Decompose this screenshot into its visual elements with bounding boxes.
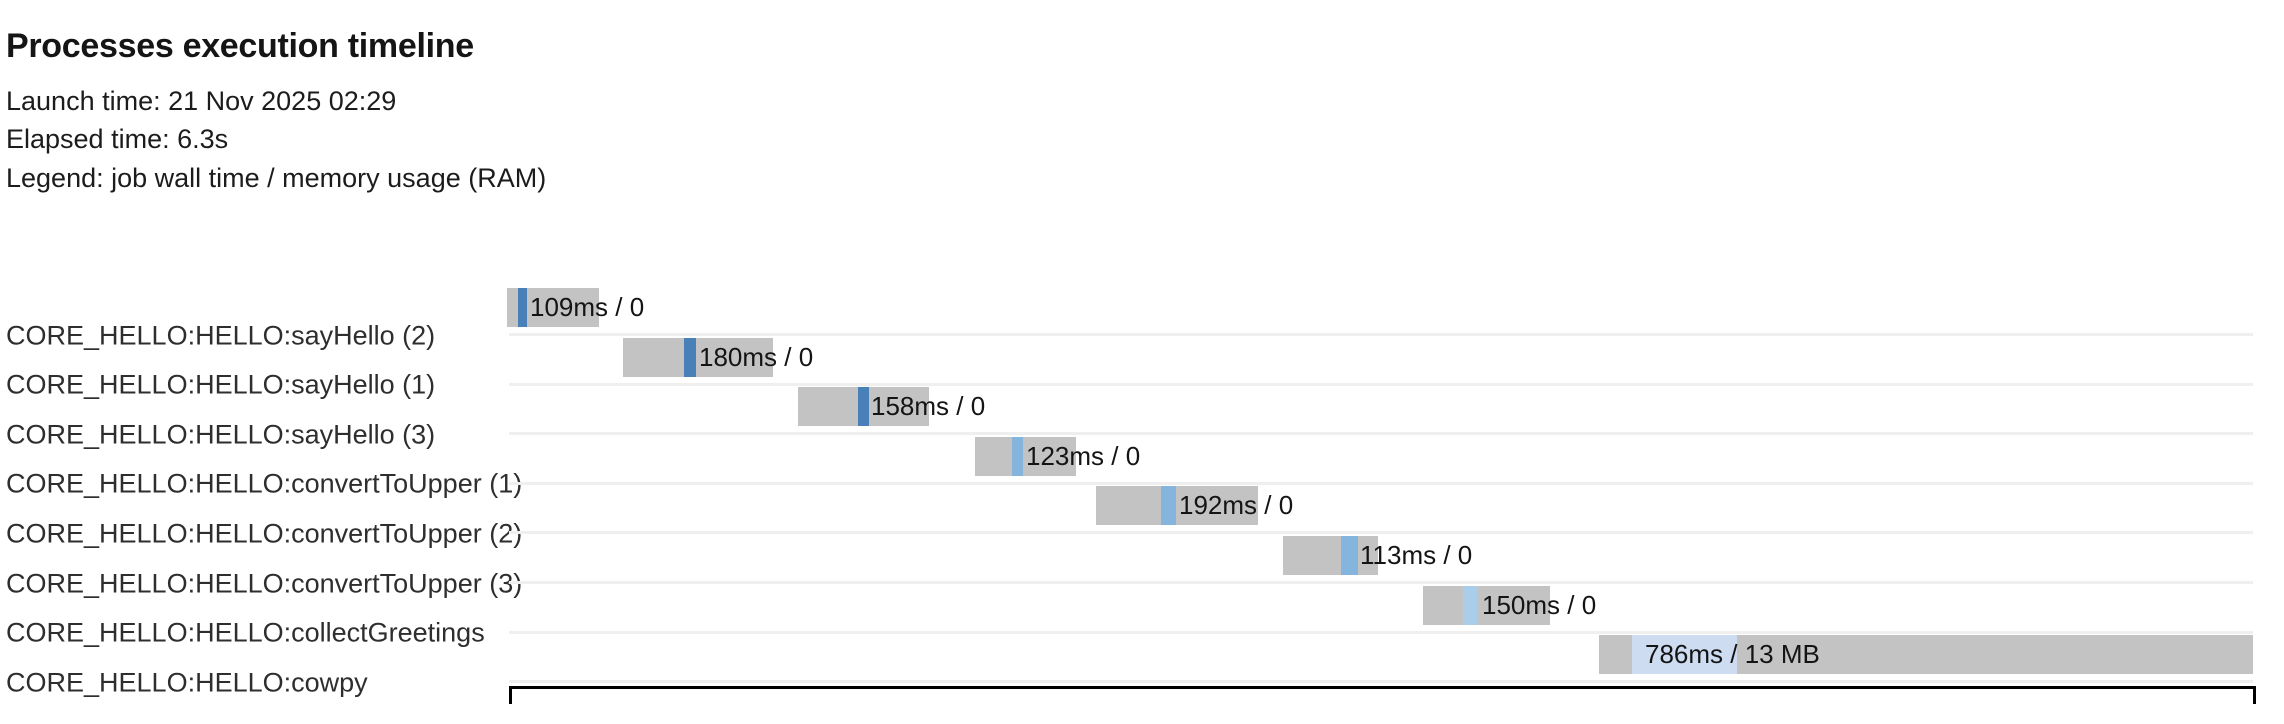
process-label: CORE_HELLO:HELLO:convertToUpper (3) xyxy=(6,568,523,599)
task-bar xyxy=(1096,486,1258,526)
task-bar xyxy=(623,337,773,377)
task-run-segment xyxy=(684,337,696,377)
task-run-segment xyxy=(858,387,869,427)
task-value-label: 786ms / 13 MB xyxy=(1645,639,1820,670)
timeline-row: CORE_HELLO:HELLO:convertToUpper (2) 192ms… xyxy=(0,483,2284,548)
task-value-label: 180ms / 0 xyxy=(699,341,814,372)
row-grid-line xyxy=(509,630,2253,634)
task-value-label: 109ms / 0 xyxy=(530,292,645,322)
timeline-row: CORE_HELLO:HELLO:sayHello (2) 109ms / 0 xyxy=(0,285,2284,350)
task-run-segment xyxy=(1341,536,1358,575)
x-axis-line xyxy=(509,686,2256,704)
task-bar xyxy=(1423,585,1550,625)
process-label: CORE_HELLO:HELLO:cowpy xyxy=(6,667,368,698)
task-run-segment xyxy=(518,288,527,327)
task-value-label: 123ms / 0 xyxy=(1026,440,1141,471)
row-grid-line xyxy=(509,581,2253,585)
legend-text: Legend: job wall time / memory usage (RA… xyxy=(6,163,547,193)
row-grid-line xyxy=(509,333,2253,337)
process-label: CORE_HELLO:HELLO:collectGreetings xyxy=(6,617,485,648)
row-grid-line xyxy=(509,531,2253,535)
elapsed-time-text: Elapsed time: 6.3s xyxy=(6,124,229,154)
page-title: Processes execution timeline xyxy=(6,26,474,65)
task-value-label: 150ms / 0 xyxy=(1482,589,1597,620)
task-bar xyxy=(975,436,1076,476)
task-bar xyxy=(798,387,929,427)
row-grid-line xyxy=(509,680,2253,684)
row-grid-line xyxy=(509,382,2253,386)
timeline-row: CORE_HELLO:HELLO:convertToUpper (1) 123ms… xyxy=(0,434,2284,499)
process-label: CORE_HELLO:HELLO:convertToUpper (1) xyxy=(6,468,523,499)
row-grid-line xyxy=(509,432,2253,436)
task-run-segment xyxy=(1463,585,1478,625)
task-value-label: 113ms / 0 xyxy=(1360,540,1473,570)
task-run-segment xyxy=(1632,635,1737,675)
process-label: CORE_HELLO:HELLO:sayHello (1) xyxy=(6,369,436,400)
process-label: CORE_HELLO:HELLO:sayHello (2) xyxy=(6,320,436,351)
task-bar xyxy=(1599,635,2253,675)
timeline-row: CORE_HELLO:HELLO:collectGreetings 150ms /… xyxy=(0,583,2284,648)
process-label: CORE_HELLO:HELLO:convertToUpper (2) xyxy=(6,518,523,549)
launch-time-text: Launch time: 21 Nov 2025 02:29 xyxy=(6,86,397,116)
row-grid-line xyxy=(509,481,2253,485)
task-run-segment xyxy=(1161,486,1176,526)
timeline-row: CORE_HELLO:HELLO:convertToUpper (3) 113ms… xyxy=(0,533,2284,598)
task-run-segment xyxy=(1012,436,1023,476)
task-value-label: 192ms / 0 xyxy=(1179,490,1294,521)
timeline-row: CORE_HELLO:HELLO:sayHello (1) 180ms / 0 xyxy=(0,335,2284,400)
process-label: CORE_HELLO:HELLO:sayHello (3) xyxy=(6,419,436,450)
task-bar xyxy=(1283,536,1378,575)
timeline-row: CORE_HELLO:HELLO:cowpy 786ms / 13 MB xyxy=(0,632,2284,697)
timeline-row: CORE_HELLO:HELLO:sayHello (3) 158ms / 0 xyxy=(0,384,2284,449)
task-value-label: 158ms / 0 xyxy=(871,391,986,422)
task-bar xyxy=(507,288,599,327)
